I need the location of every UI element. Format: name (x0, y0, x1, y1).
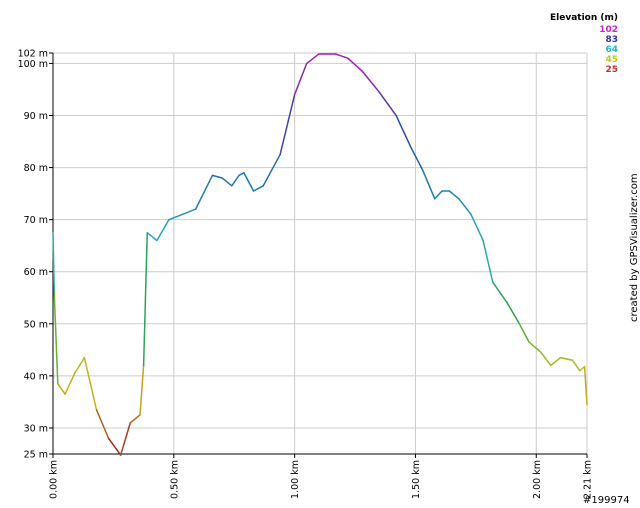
y-tick-label: 30 m (24, 423, 48, 434)
elevation-segment (279, 93, 296, 156)
elevation-segment (221, 177, 233, 187)
elevation-segment (571, 359, 581, 372)
elevation-segment (238, 172, 245, 177)
elevation-line (52, 53, 588, 456)
legend-entry: 45 (605, 55, 618, 65)
elevation-segment (583, 365, 588, 406)
elevation-segment (334, 53, 349, 59)
elevation-segment (378, 91, 397, 117)
elevation-segment (293, 62, 308, 96)
elevation-segment (518, 323, 530, 343)
elevation-segment (168, 208, 197, 221)
elevation-segment (550, 356, 562, 367)
elevation-segment (107, 437, 122, 456)
x-tick-label: 2.00 km (532, 460, 543, 499)
elevation-segment (52, 231, 55, 294)
elevation-segment (142, 231, 148, 367)
elevation-segment (395, 114, 412, 148)
elevation-segment (482, 239, 494, 283)
x-tick-label: 0.50 km (169, 460, 180, 499)
elevation-segment (231, 174, 240, 187)
elevation-segment (458, 198, 472, 216)
elevation-segment (506, 302, 521, 325)
legend-title: Elevation (m) (550, 13, 618, 23)
elevation-segment (194, 174, 214, 210)
y-tick-label: 102 m (18, 49, 48, 60)
legend-entry: 25 (605, 65, 618, 75)
elevation-segment (421, 169, 436, 200)
elevation-segment (492, 281, 501, 294)
legend-entry: 64 (605, 45, 618, 55)
elevation-segment (156, 218, 170, 242)
elevation-segment (347, 57, 364, 72)
elevation-segment (499, 291, 509, 304)
elevation-segment (95, 408, 110, 440)
elevation-segment (53, 291, 59, 385)
y-tick-label: 25 m (24, 450, 48, 461)
elevation-segment (129, 414, 141, 424)
grid-lines (52, 52, 588, 455)
x-tick-label: 1.50 km (411, 460, 422, 499)
elevation-segment (64, 372, 76, 395)
x-tick-label: 2.21 km (583, 460, 594, 499)
elevation-segment (139, 364, 145, 416)
y-axis-ticks: 25 m 30 m 40 m 50 m 60 m 70 m 80 m 90 m 100 m102… (18, 49, 53, 461)
y-tick-label: 100 m (18, 59, 48, 70)
elevation-segment (83, 356, 98, 411)
y-tick-label: 70 m (24, 215, 48, 226)
elevation-segment (409, 145, 424, 171)
legend-entry: 83 (605, 35, 618, 45)
elevation-segment (73, 356, 86, 375)
elevation-segment (540, 351, 552, 367)
elevation-segment (470, 213, 484, 242)
y-tick-label: 40 m (24, 371, 48, 382)
elevation-segment (252, 185, 264, 192)
x-tick-label: 1.00 km (290, 460, 301, 499)
image-id-stamp: #199974 (583, 495, 630, 506)
elevation-segment (119, 422, 132, 456)
axes (52, 53, 587, 455)
elevation-segment (434, 190, 443, 200)
elevation-segment (57, 382, 66, 395)
legend-entry: 102 (599, 25, 618, 35)
credit-text: created by GPSVisualizer.com (629, 173, 640, 322)
elevation-segment (559, 356, 574, 362)
y-tick-label: 50 m (24, 319, 48, 330)
elevation-segment (305, 53, 320, 65)
elevation-segment (211, 174, 223, 179)
elevation-segment (448, 190, 460, 200)
y-tick-label: 60 m (24, 267, 48, 278)
elevation-segment (579, 365, 586, 372)
elevation-segment (243, 172, 255, 192)
x-tick-label: 0.00 km (49, 460, 60, 499)
elevation-segment (262, 153, 281, 187)
elevation-segment (361, 70, 380, 93)
x-axis-ticks: 0.00 km 0.50 km 1.00 km 1.50 km 2.00 km 2.21 … (49, 454, 594, 499)
elevation-segment (528, 341, 542, 354)
elevation-segment (146, 231, 158, 242)
y-tick-label: 80 m (24, 163, 48, 174)
y-tick-label: 90 m (24, 111, 48, 122)
